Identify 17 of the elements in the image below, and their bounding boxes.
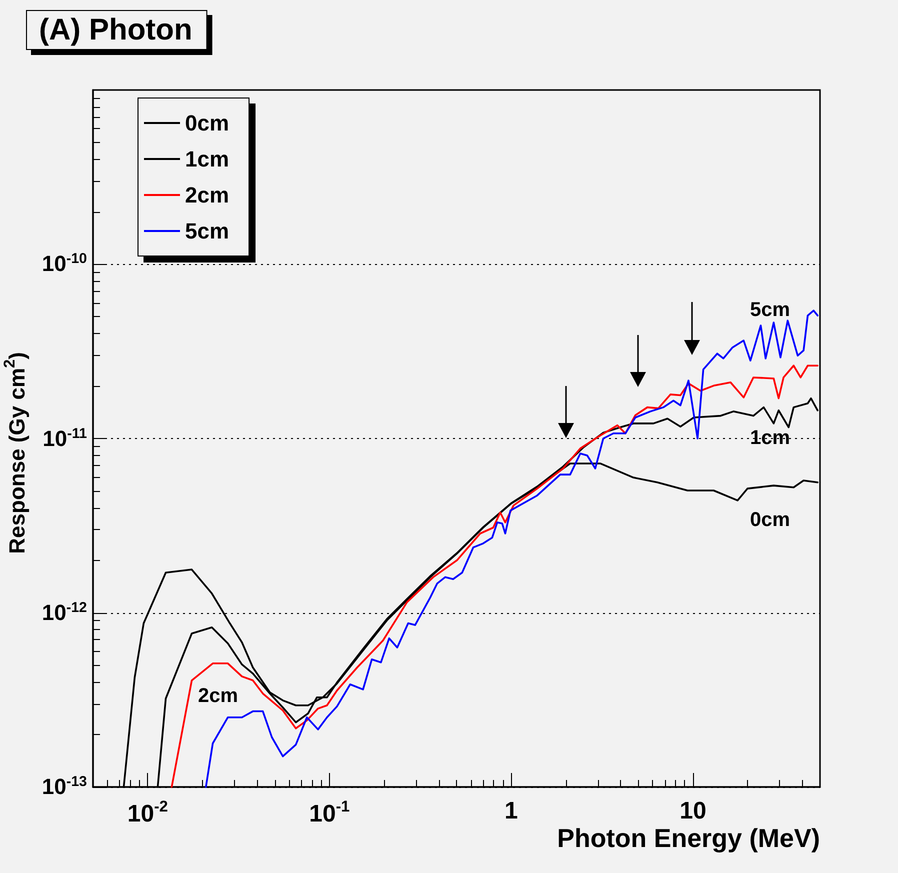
chart-title: (A) Photon [39, 14, 192, 46]
x-tick-label: 1 [504, 798, 518, 824]
y-tick-label: 10$^{-11}$ [42, 424, 87, 452]
annotation: 2cm [198, 685, 238, 707]
y-tick-label: 10$^{-13}$ [42, 773, 87, 801]
legend-label: 1cm [185, 146, 230, 172]
y-tick-label: 10$^{-10}$ [42, 250, 87, 278]
legend-label: 5cm [185, 218, 230, 244]
y-tick-label: 10$^{-12}$ [42, 598, 87, 627]
annotation: 1cm [750, 427, 790, 449]
y-axis-title: Response (Gy cm2) [2, 352, 30, 554]
x-axis-title: Photon Energy (MeV) [557, 823, 820, 853]
x-tick-label: 10 [680, 798, 706, 824]
legend-label: 0cm [185, 110, 230, 136]
annotation: 5cm [750, 299, 790, 321]
legend-label: 2cm [185, 182, 230, 208]
annotation: 0cm [750, 509, 790, 531]
